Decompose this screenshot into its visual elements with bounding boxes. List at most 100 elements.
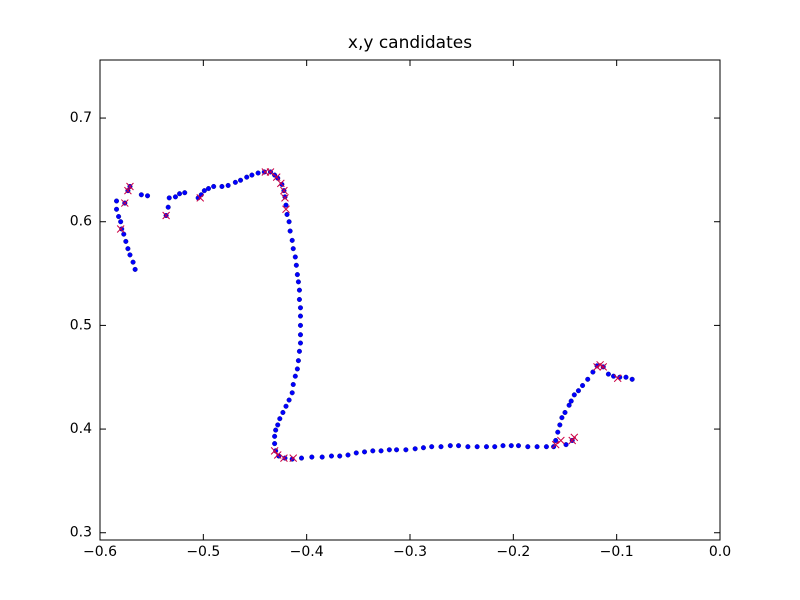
point [617, 374, 623, 380]
point [309, 454, 315, 460]
point [211, 183, 217, 189]
point [219, 183, 225, 189]
point [500, 443, 506, 449]
point [585, 376, 591, 382]
point [623, 374, 629, 380]
plot-frame [99, 59, 721, 541]
y-tick-label: 0.4 [70, 421, 92, 437]
point [127, 252, 133, 258]
x-tick-label: −0.6 [83, 544, 117, 560]
candidate-marker [599, 363, 608, 371]
point [286, 397, 292, 403]
point [483, 444, 489, 450]
point [284, 211, 290, 217]
candidate-marker [551, 440, 560, 449]
point [345, 452, 351, 458]
point [295, 358, 301, 364]
point [132, 266, 138, 272]
point [296, 348, 302, 354]
chart-title: x,y candidates [348, 33, 472, 53]
candidate-marker [273, 451, 282, 459]
point [492, 444, 498, 450]
point [225, 182, 231, 188]
point [429, 444, 435, 450]
x-tick-label: 0.0 [709, 544, 731, 560]
point [438, 444, 444, 450]
point [290, 246, 296, 252]
point [447, 443, 453, 449]
point [353, 450, 359, 456]
point [555, 429, 561, 435]
point [130, 259, 136, 265]
point [559, 415, 565, 421]
point [289, 390, 295, 396]
point [319, 454, 325, 460]
point [292, 254, 298, 260]
point [277, 416, 283, 422]
point [273, 427, 279, 433]
point [575, 388, 581, 394]
candidate-marker [557, 436, 565, 445]
point [118, 219, 124, 225]
candidate-marker [124, 186, 132, 195]
point [138, 192, 144, 198]
candidate-marker [570, 433, 579, 442]
point [295, 279, 301, 285]
candidate-marker [289, 454, 298, 462]
point [296, 287, 302, 293]
candidate-marker [280, 454, 288, 462]
candidate-marker [162, 211, 170, 220]
point [292, 373, 298, 379]
point [290, 381, 296, 387]
point [286, 219, 292, 225]
point [525, 444, 531, 450]
candidate-marker [613, 374, 622, 383]
x-tick-label: −0.1 [600, 544, 634, 560]
point [362, 449, 368, 455]
candidate-marker [266, 168, 275, 176]
point [282, 455, 288, 461]
point [534, 444, 540, 450]
point [116, 214, 122, 220]
point [114, 198, 120, 204]
candidate-marker [120, 199, 129, 207]
point [249, 172, 255, 178]
x-tick-label: −0.3 [393, 544, 427, 560]
point [299, 455, 305, 461]
x-tick-label: −0.4 [290, 544, 324, 560]
point [297, 340, 303, 346]
point [394, 447, 400, 453]
point [205, 186, 211, 192]
point [289, 237, 295, 243]
point [261, 169, 267, 175]
point [337, 453, 343, 459]
point [516, 443, 522, 449]
point [119, 226, 125, 232]
point [238, 177, 244, 183]
point [456, 443, 462, 449]
point [297, 313, 303, 319]
point [580, 383, 586, 389]
point [543, 444, 549, 450]
point [378, 448, 384, 454]
point [297, 332, 303, 338]
point [629, 376, 635, 382]
point [182, 190, 188, 196]
candidate-marker [270, 446, 279, 455]
point [474, 444, 480, 450]
point [177, 191, 183, 197]
point [166, 195, 172, 201]
point [328, 453, 334, 459]
candidate-marker [280, 186, 288, 195]
point [123, 238, 129, 244]
y-tick-label: 0.3 [70, 525, 92, 541]
point [114, 206, 120, 212]
point [283, 403, 289, 409]
point [272, 433, 278, 439]
candidate-marker [276, 179, 285, 188]
point [296, 296, 302, 302]
point [282, 194, 288, 200]
point [297, 322, 303, 328]
x-tick-label: −0.2 [496, 544, 530, 560]
